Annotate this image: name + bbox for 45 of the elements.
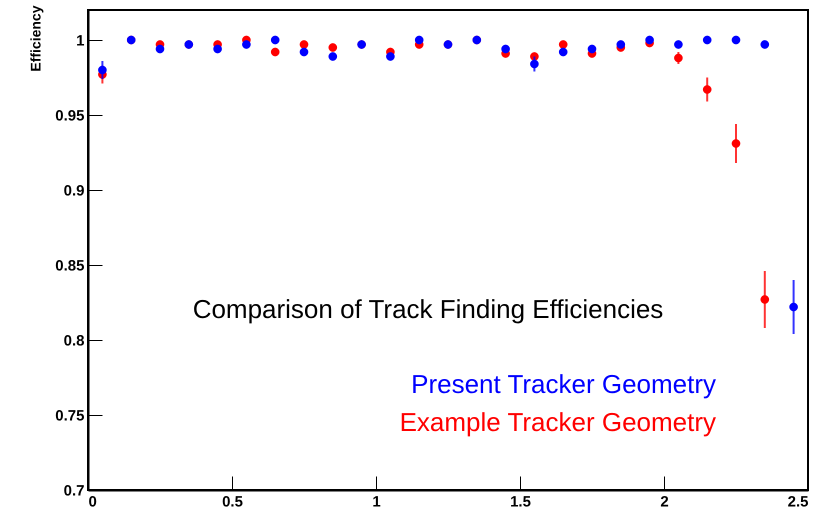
point xyxy=(270,48,280,56)
y-axis-title: Efficiency xyxy=(28,5,44,72)
point xyxy=(501,44,510,54)
point xyxy=(732,36,740,44)
point xyxy=(328,52,338,61)
point xyxy=(414,36,424,44)
point xyxy=(760,40,770,49)
point xyxy=(530,60,539,68)
point xyxy=(732,139,740,148)
point xyxy=(645,36,654,44)
annotation: Comparison of Track Finding Efficiencies xyxy=(192,294,664,324)
text: Present Tracker Geometry xyxy=(411,369,716,399)
x-tick-label: 1.5 xyxy=(510,494,531,510)
y-tick-label: 0.75 xyxy=(55,408,84,424)
point xyxy=(760,295,770,304)
point xyxy=(328,43,338,52)
point xyxy=(156,44,164,54)
point xyxy=(270,36,280,44)
y-tick-label: 0.9 xyxy=(64,182,84,200)
point xyxy=(300,40,308,49)
point xyxy=(789,302,798,312)
point xyxy=(558,40,568,49)
text: Example Tracker Geometry xyxy=(400,407,716,437)
point xyxy=(674,40,683,49)
point xyxy=(702,36,712,44)
point xyxy=(98,66,107,74)
point xyxy=(242,40,251,49)
point xyxy=(702,85,712,94)
point xyxy=(213,44,222,54)
y-tick-label: 0.8 xyxy=(64,332,84,350)
x-tick-label: 2.5 xyxy=(788,494,808,510)
point xyxy=(588,44,596,54)
x-tick-label: 1 xyxy=(372,494,381,510)
x-tick-label: 0 xyxy=(88,494,97,510)
y-tick-label: 1 xyxy=(76,32,84,50)
point xyxy=(674,54,683,62)
point xyxy=(386,52,395,61)
point xyxy=(300,48,308,56)
x-tick-label: 2 xyxy=(660,494,669,510)
y-tick-label: 0.95 xyxy=(55,108,84,124)
point xyxy=(616,40,626,49)
point xyxy=(558,48,568,56)
x-tick-label: 0.5 xyxy=(222,494,243,510)
y-tick-label: 0.85 xyxy=(55,258,84,274)
y-tick-label: 0.7 xyxy=(64,482,84,500)
